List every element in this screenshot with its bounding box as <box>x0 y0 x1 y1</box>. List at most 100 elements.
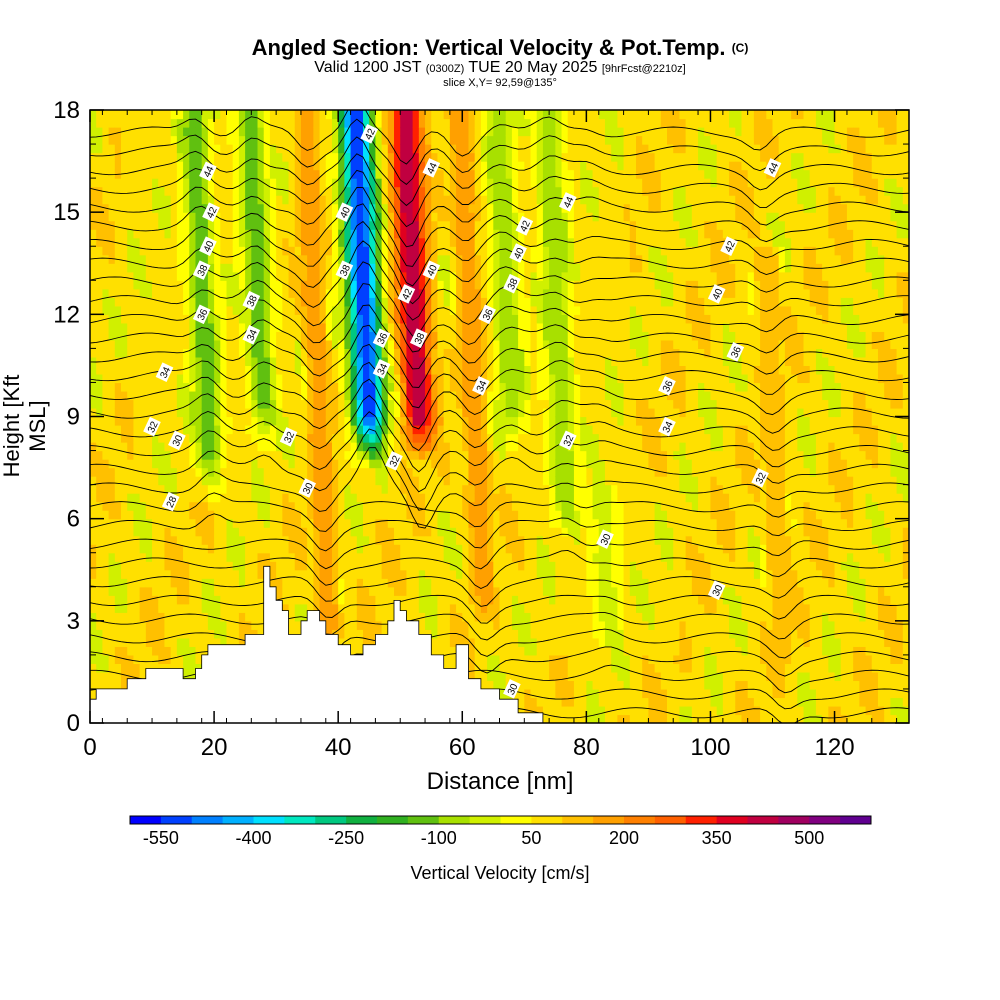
velocity-cell <box>96 561 104 571</box>
velocity-cell <box>238 186 246 196</box>
velocity-cell <box>114 152 122 162</box>
velocity-cell <box>456 331 463 341</box>
velocity-cell <box>425 510 432 520</box>
velocity-cell <box>251 578 259 588</box>
velocity-cell <box>331 459 339 469</box>
velocity-cell <box>214 382 221 392</box>
velocity-cell <box>480 442 488 452</box>
velocity-cell <box>518 544 525 554</box>
velocity-cell <box>170 620 178 630</box>
velocity-cell <box>207 535 215 545</box>
velocity-cell <box>307 569 314 579</box>
velocity-cell <box>158 442 166 452</box>
velocity-cell <box>294 144 302 154</box>
chart-title-text: Angled Section: Vertical Velocity & Pot.… <box>251 35 726 60</box>
velocity-cell <box>245 399 252 409</box>
velocity-cell <box>96 144 104 154</box>
velocity-cell <box>102 493 110 503</box>
velocity-cell <box>493 561 501 571</box>
velocity-cell <box>232 467 240 477</box>
velocity-cell <box>183 110 190 120</box>
velocity-cell <box>189 399 197 409</box>
velocity-cell <box>356 203 364 213</box>
velocity-cell <box>406 390 414 401</box>
velocity-cell <box>394 110 401 120</box>
velocity-cell <box>431 254 439 264</box>
velocity-cell <box>338 569 345 579</box>
velocity-cell <box>127 654 135 665</box>
velocity-cell <box>499 280 507 290</box>
velocity-cell <box>394 203 401 213</box>
velocity-cell <box>518 552 525 562</box>
velocity-cell <box>226 518 234 528</box>
velocity-cell <box>152 127 159 137</box>
velocity-cell <box>158 212 166 222</box>
velocity-cell <box>121 416 128 426</box>
velocity-cell <box>319 603 327 613</box>
velocity-cell <box>437 288 445 298</box>
velocity-cell <box>207 195 215 205</box>
velocity-cell <box>158 348 166 358</box>
velocity-cell <box>431 297 439 307</box>
velocity-cell <box>226 212 234 222</box>
velocity-cell <box>282 288 290 298</box>
velocity-cell <box>207 586 215 596</box>
velocity-cell <box>102 603 110 613</box>
velocity-cell <box>133 161 141 171</box>
velocity-cell <box>400 365 408 375</box>
velocity-cell <box>431 620 439 630</box>
velocity-cell <box>319 127 327 137</box>
velocity-cell <box>307 246 314 256</box>
velocity-cell <box>418 314 426 324</box>
velocity-cell <box>238 629 246 639</box>
velocity-cell <box>276 280 283 290</box>
velocity-cell <box>201 178 209 188</box>
velocity-cell <box>300 127 308 137</box>
velocity-cell <box>331 314 339 324</box>
velocity-cell <box>431 152 439 162</box>
velocity-cell <box>369 254 377 264</box>
velocity-cell <box>139 135 147 145</box>
velocity-cell <box>158 467 166 477</box>
velocity-cell <box>214 169 221 179</box>
velocity-cell <box>505 578 513 588</box>
velocity-cell <box>344 110 352 120</box>
velocity-cell <box>387 382 395 392</box>
velocity-cell <box>499 612 507 622</box>
velocity-cell <box>307 586 314 596</box>
velocity-cell <box>387 305 395 315</box>
velocity-cell <box>108 331 116 341</box>
velocity-cell <box>220 220 228 230</box>
velocity-cell <box>480 578 488 588</box>
velocity-cell <box>133 305 141 315</box>
velocity-cell <box>412 365 420 375</box>
velocity-cell <box>487 118 494 128</box>
velocity-cell <box>325 263 333 273</box>
velocity-cell <box>201 331 209 341</box>
velocity-cell <box>96 399 104 409</box>
velocity-cell <box>251 416 259 426</box>
velocity-cell <box>127 280 135 290</box>
velocity-cell <box>511 459 519 469</box>
velocity-cell <box>474 493 482 503</box>
velocity-cell <box>139 246 147 256</box>
velocity-cell <box>245 442 252 452</box>
velocity-cell <box>344 476 352 486</box>
velocity-cell <box>356 569 364 579</box>
velocity-cell <box>145 442 153 452</box>
velocity-cell <box>214 288 221 298</box>
velocity-cell <box>387 288 395 298</box>
velocity-cell <box>338 433 345 443</box>
velocity-cell <box>400 127 408 137</box>
velocity-cell <box>220 229 228 239</box>
velocity-cell <box>232 544 240 554</box>
velocity-cell <box>331 484 339 494</box>
velocity-cell <box>170 186 178 196</box>
velocity-cell <box>189 459 197 469</box>
velocity-cell <box>251 620 259 630</box>
velocity-cell <box>418 373 426 384</box>
velocity-cell <box>493 348 501 358</box>
velocity-cell <box>462 263 470 273</box>
velocity-cell <box>468 450 476 460</box>
velocity-cell <box>300 263 308 273</box>
